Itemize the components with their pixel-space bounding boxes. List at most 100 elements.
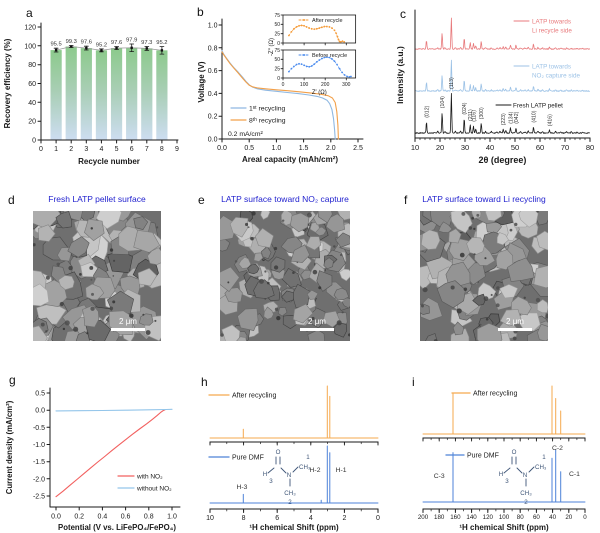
inset-y-tick: 0: [277, 41, 280, 47]
y-tick-label: 40: [28, 100, 36, 107]
panel-letter-d: d: [8, 193, 15, 207]
inset-y-tick: 25: [274, 31, 280, 37]
legend-label: LATP towards: [532, 64, 571, 71]
xrd-peak-label: (300): [479, 107, 485, 119]
y-tick-label: 0.2: [208, 114, 218, 121]
x-tick-label: 20: [565, 514, 572, 521]
inset-y-tick: 50: [274, 22, 280, 28]
chart-c-xrd-patterns: (012) (104) (113) (024)(211)(116) (300) (223)…: [396, 9, 594, 165]
methyl-top: CH₃: [299, 464, 311, 471]
panel-b: b 0.0 0.2 0.4 0.6 0.8 1.0 0.0 0.5 1.0 1.5 2.0 2.5 Vo…: [195, 0, 396, 182]
current-density-annotation: 0.2 mA/cm²: [228, 131, 263, 138]
atom-o: O: [276, 449, 281, 456]
x-tick-label: 200: [418, 514, 429, 521]
bar-value: 95.5: [50, 42, 61, 48]
y-tick-label: -0.5: [33, 425, 45, 432]
bar-value: 97.6: [81, 40, 92, 46]
inset-y-tick: 50: [274, 57, 280, 63]
panel-h: h After recycling Pure DMF 10 8 6 4 2 0 ¹H chemi…: [195, 360, 400, 533]
peak-label: C-3: [434, 473, 445, 480]
legend-label: Fresh LATP pellet: [513, 103, 563, 110]
inset-y-tick: 75: [274, 13, 280, 19]
label-1: 1: [306, 454, 310, 461]
x-tick-label: 1.0: [167, 514, 177, 521]
panel-letter-a: a: [26, 6, 33, 20]
x-tick-label: 4: [309, 515, 313, 522]
x-tick-label: 0.8: [144, 514, 154, 521]
panel-f: f LATP surface toward Li recycling 2 μm: [396, 185, 600, 357]
x-tick-label: 100: [499, 514, 510, 521]
x-tick-label: 0.2: [74, 514, 84, 521]
peak-label: H-2: [310, 467, 321, 474]
methyl-bottom: CH₃: [284, 490, 296, 497]
inset-legend-label: Before recycle: [312, 53, 347, 59]
xrd-traces: [414, 17, 590, 134]
dmf-molecule: O H N 3 CH₃ 1 CH₃ 2: [499, 449, 547, 506]
peak-labels: H-3 H-2 H-1: [236, 467, 346, 491]
y-axis-label: Current density (mA/cm²): [5, 400, 14, 494]
legend-label: Pure DMF: [232, 455, 264, 462]
error-bars: [53, 43, 165, 55]
xrd-peak-label: (024): [462, 102, 468, 114]
x-tick-label: 9: [175, 146, 179, 153]
y-tick-label: 0.8: [208, 45, 218, 52]
x-tick-label: 40: [486, 143, 494, 152]
peak-labels: C-3 C-2 C-1: [434, 445, 580, 480]
inset-y-tick: 75: [274, 48, 280, 54]
bar-value: 95.2: [96, 42, 107, 48]
x-tick-label: 0: [39, 146, 43, 153]
legend-0: After recycling: [208, 393, 276, 400]
y-tick-label: 0.4: [208, 91, 218, 98]
scale-bar: 2 μm: [300, 317, 334, 331]
panel-letter-g: g: [9, 373, 16, 387]
x-axis-label: ¹H chemical Shift (ppm): [459, 523, 549, 532]
series: [221, 50, 339, 140]
y-axis-label: Recovery efficiency (%): [3, 38, 12, 128]
xrd-peak-label: (416): [547, 114, 553, 126]
sem-title-f: LATP surface toward Li recycling: [422, 194, 546, 204]
x-tick-label: 0.0: [51, 514, 61, 521]
scale-bar: 2 μm: [498, 317, 532, 331]
nmr-trace-1: [422, 449, 586, 503]
nmr-mid-axis: [422, 437, 586, 442]
sem-grains: [220, 211, 350, 341]
legend-label: After recycling: [232, 393, 276, 400]
atom-n: N: [287, 472, 291, 479]
bar-value: 95.2: [156, 40, 167, 46]
sem-grains: [33, 211, 161, 341]
x-tick-label: 3: [84, 146, 88, 153]
x-tick-label: 50: [511, 143, 519, 152]
scalebar-label: 2 μm: [308, 317, 326, 326]
legend-1: Pure DMF: [208, 455, 264, 462]
x-tick-label: 0.6: [121, 514, 131, 521]
x-tick-label: 0: [583, 514, 587, 521]
sem-title-e: LATP surface toward NO₂ capture: [221, 194, 349, 204]
x-tick-label: 20: [436, 143, 444, 152]
y-tick-label: 80: [28, 62, 36, 69]
x-tick-label: 6: [275, 515, 279, 522]
legend-label: After recycling: [473, 391, 517, 398]
y-tick-label: 120: [24, 25, 36, 32]
x-tick-label: 60: [533, 514, 540, 521]
panel-d: d Fresh LATP pellet surface 2 μm: [0, 185, 195, 357]
y-axis-label: Intensity (a.u.): [396, 46, 405, 104]
inset-x-axis-label: Z′ (Ω): [312, 90, 327, 96]
y-tick-label: -1.0: [33, 442, 45, 449]
inset-y-tick: 25: [274, 66, 280, 72]
xrd-peak-label: (116): [471, 110, 477, 122]
legend: with NO₂ without NO₂: [117, 474, 172, 493]
x-axis-label: Recycle number: [78, 157, 140, 166]
x-axis-label: 2θ (degree): [479, 155, 527, 165]
x-tick-label: 60: [536, 143, 544, 152]
inset-y-tick: 0: [277, 76, 280, 82]
bar-value: 99.3: [66, 39, 77, 45]
x-tick-label: 8: [160, 146, 164, 153]
peak-label: H-3: [236, 484, 247, 491]
inset-y-axis-label: -Z″ (Ω): [269, 38, 275, 56]
sem-grains: [420, 211, 548, 341]
scalebar-label: 2 μm: [119, 317, 137, 326]
x-tick-label: 1.0: [272, 145, 282, 152]
legend: 1ˢᵗ recycling 8ᵗʰ recycling 0.2 mA/cm²: [228, 106, 286, 139]
dmf-molecule: O H N 3 CH₃ 1 CH₃ 2: [263, 449, 311, 506]
